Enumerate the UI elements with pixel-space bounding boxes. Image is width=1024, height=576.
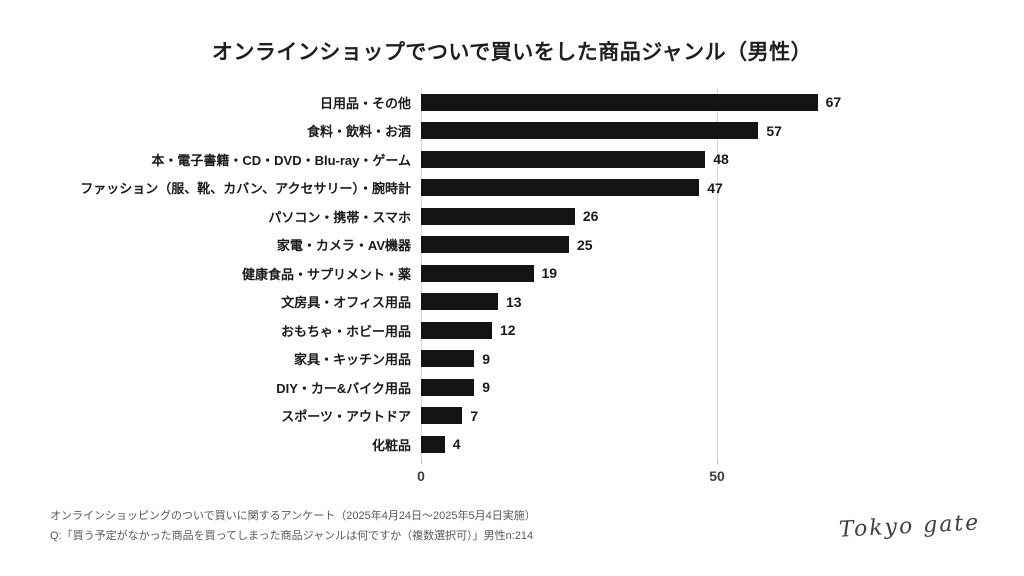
value-label: 25 [577,236,593,253]
bar [421,435,445,453]
category-label: 家電・カメラ・AV機器 [276,238,411,254]
category-label: 食料・飲料・お酒 [306,124,411,140]
chart-row: ファッション（服、靴、カバン、アクセサリー）・腕時計 47 [50,174,974,203]
category-label: 日用品・その他 [319,95,411,111]
bar-area: 4 [421,430,974,459]
brand-logo: Tokyo gate [838,510,981,543]
bar-area: 12 [421,316,974,345]
bar-area: 7 [421,402,974,431]
bar-area: 19 [421,259,974,288]
bar [421,407,463,425]
bar-area: 67 [421,88,974,117]
bar [421,207,575,225]
bar [421,321,492,339]
chart-row: 日用品・その他 67 [50,88,974,117]
bar [421,236,569,254]
value-label: 47 [707,179,723,196]
bar-chart: 日用品・その他 67 食料・飲料・お酒 57 本・電子書籍・CD・DVD・Blu-ray… [50,88,974,464]
bar [421,378,475,396]
bar [421,93,818,111]
chart-row: 文房具・オフィス用品 13 [50,288,974,317]
category-label: 文房具・オフィス用品 [281,295,411,311]
category-label: おもちゃ・ホビー用品 [280,323,411,339]
value-label: 9 [482,350,491,367]
category-label: 化粧品 [371,437,411,453]
gridline-50 [717,88,718,459]
bar [421,122,759,140]
value-label: 48 [713,151,729,168]
bar [421,293,498,311]
bar-area: 13 [421,288,974,317]
bar-area: 25 [421,231,974,260]
category-label: パソコン・携帯・スマホ [268,209,411,225]
value-label: 9 [482,379,491,396]
chart-row: 家具・キッチン用品 9 [50,345,974,374]
value-label: 57 [766,122,782,139]
bar [421,179,700,197]
chart-row: おもちゃ・ホビー用品 12 [50,316,974,345]
x-axis-label-50: 50 [709,468,725,484]
value-label: 26 [582,208,599,225]
chart-row: 健康食品・サプリメント・薬 19 [50,259,974,288]
chart-row: DIY・カー&バイク用品 9 [50,373,974,402]
chart-row: 本・電子書籍・CD・DVD・Blu-ray・ゲーム 48 [50,145,974,174]
chart-rows: 日用品・その他 67 食料・飲料・お酒 57 本・電子書籍・CD・DVD・Blu-ray… [50,88,974,459]
chart-row: 食料・飲料・お酒 57 [50,117,974,146]
category-label: 健康食品・サプリメント・薬 [241,266,411,282]
category-label: スポーツ・アウトドア [281,409,411,425]
chart-row: 家電・カメラ・AV機器 25 [50,231,974,260]
bar-area: 26 [421,202,974,231]
x-axis-tick-mark-50 [717,459,718,464]
category-label: DIY・カー&バイク用品 [276,380,411,396]
value-label: 19 [541,265,558,282]
question-note: Q:「買う予定がなかった商品を買ってしまった商品ジャンルは何ですか（複数選択可）… [50,530,534,542]
survey-note: オンラインショッピングのついで買いに関するアンケート（2025年4月24日〜20… [50,510,536,522]
footer-notes: オンラインショッピングのついで買いに関するアンケート（2025年4月24日〜20… [50,506,536,546]
x-axis-tick-mark-0 [421,459,422,464]
category-label: ファッション（服、靴、カバン、アクセサリー）・腕時計 [80,181,411,197]
bar-area: 57 [421,117,974,146]
bar-area: 9 [421,373,974,402]
value-label: 7 [470,407,479,424]
chart-row: スポーツ・アウトドア 7 [50,402,974,431]
x-axis-label-0: 0 [417,468,425,484]
value-label: 4 [452,436,461,453]
bar [421,264,534,282]
bar [421,350,475,368]
chart-title: オンラインショップでついで買いをした商品ジャンル（男性） [211,41,813,64]
bar [421,150,706,168]
chart-row: 化粧品 4 [50,430,974,459]
bar-area: 9 [421,345,974,374]
value-label: 67 [825,94,842,111]
chart-row: パソコン・携帯・スマホ 26 [50,202,974,231]
x-axis: 0 50 [50,468,974,488]
category-label: 家具・キッチン用品 [293,352,411,368]
bar-area: 47 [421,174,974,203]
value-label: 12 [500,322,516,339]
value-label: 13 [506,293,522,310]
bar-area: 48 [421,145,974,174]
category-label: 本・電子書籍・CD・DVD・Blu-ray・ゲーム [151,152,411,168]
